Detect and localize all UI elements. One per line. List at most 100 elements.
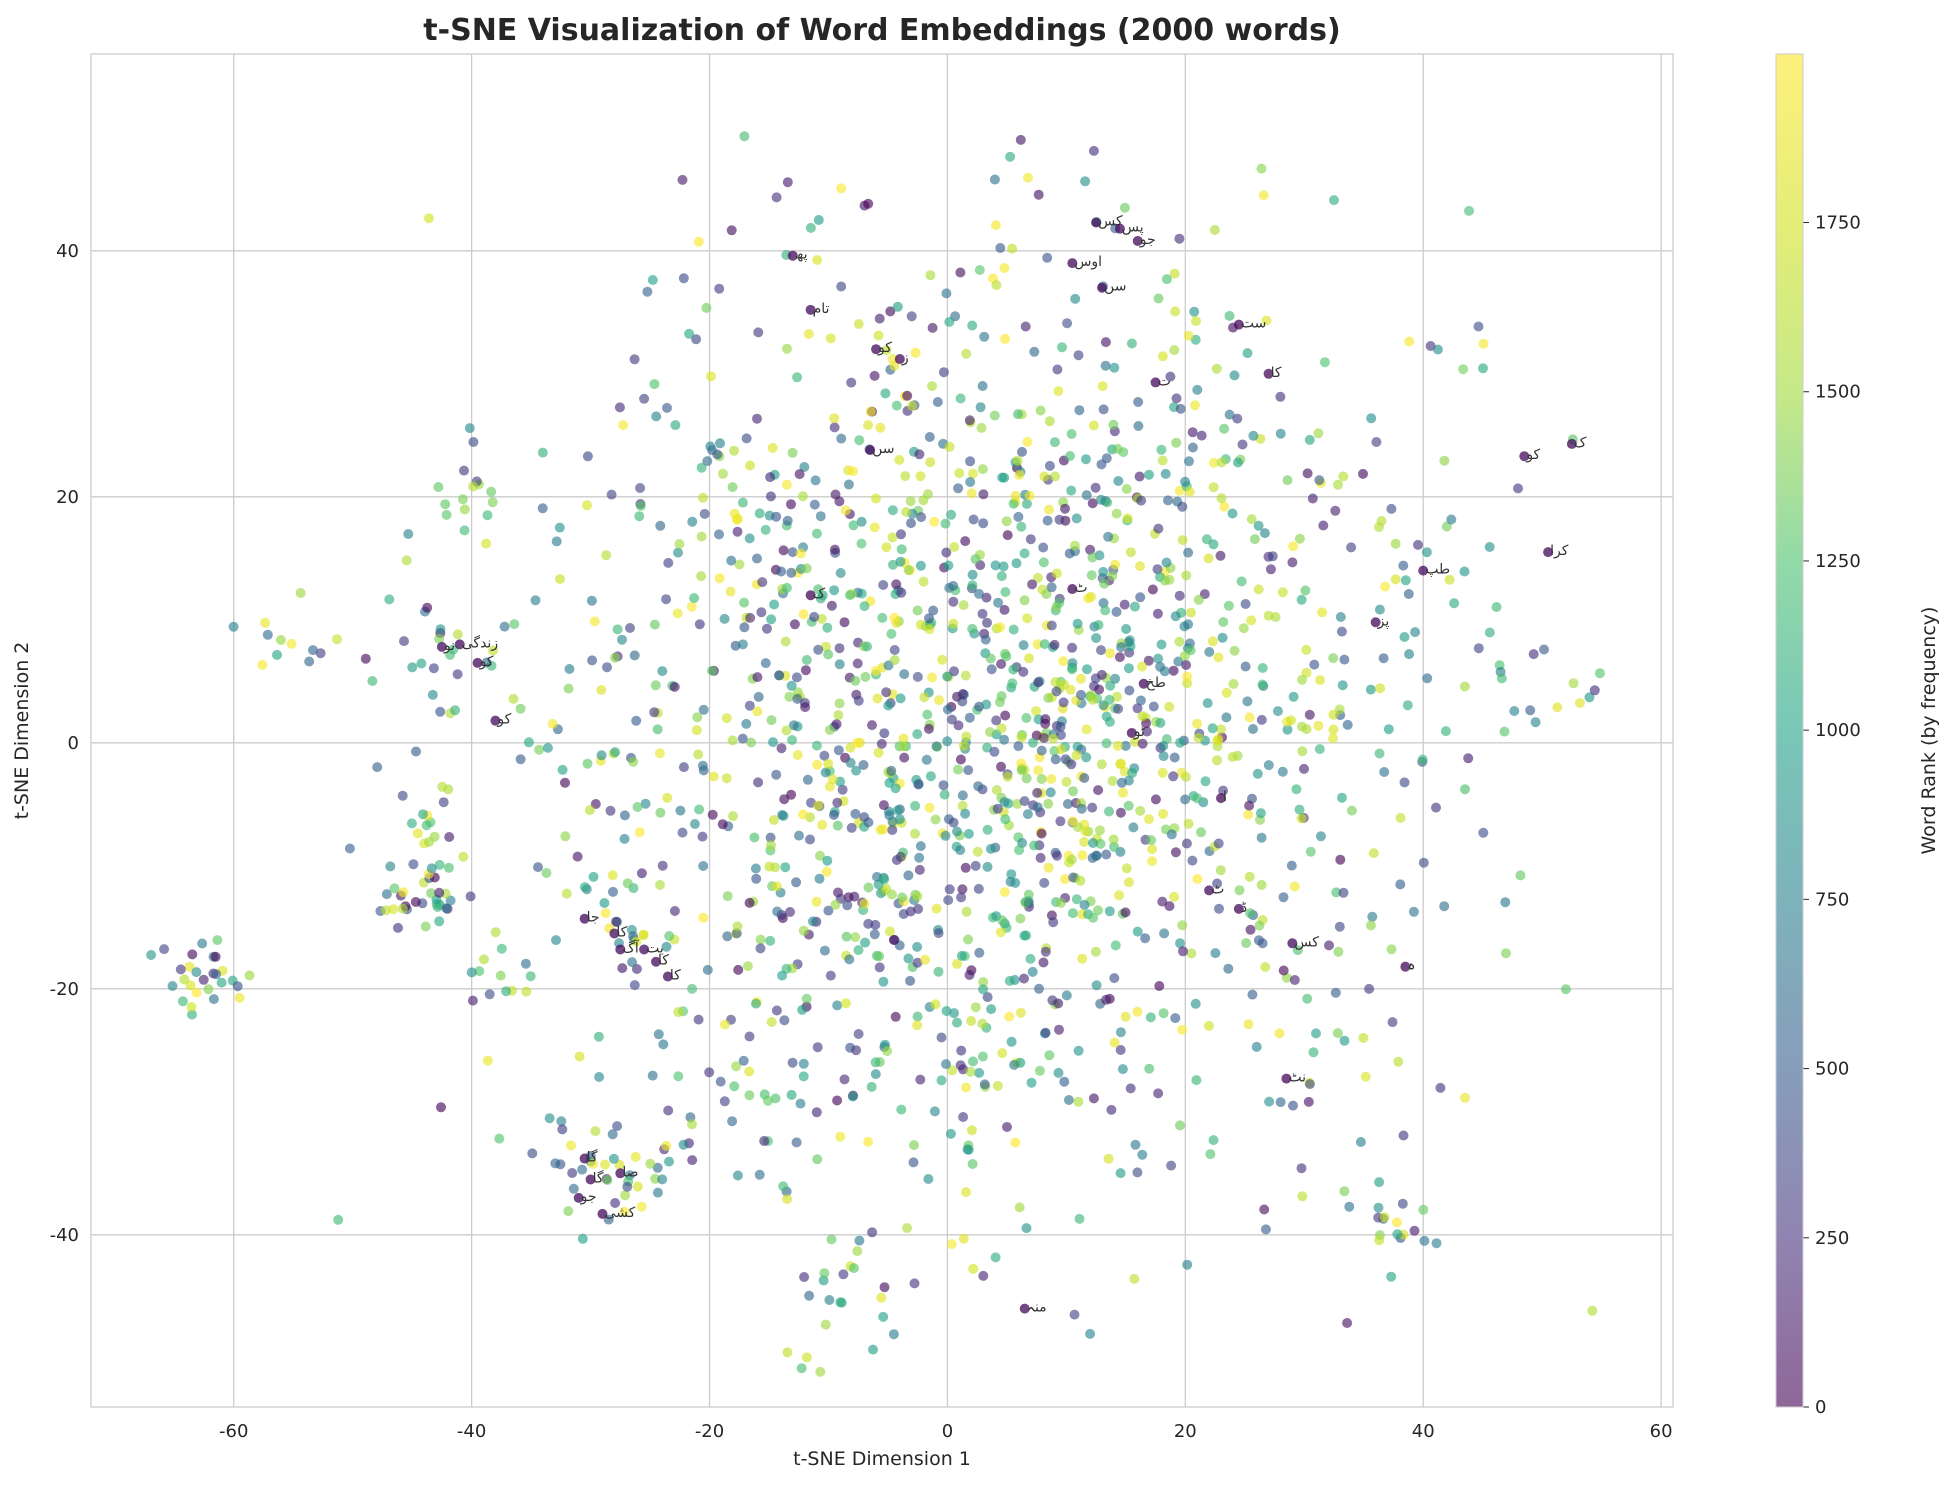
- data-point: [1216, 724, 1226, 735]
- data-point: [756, 607, 767, 618]
- data-point: [385, 861, 396, 872]
- data-point: [1358, 1032, 1369, 1043]
- word-label: کس: [1294, 934, 1319, 950]
- data-point: [755, 943, 766, 954]
- annotated-point: [1150, 377, 1161, 388]
- data-point: [1183, 619, 1194, 630]
- data-point: [768, 815, 779, 825]
- data-point: [996, 723, 1007, 734]
- data-point: [1256, 879, 1267, 890]
- data-point: [868, 1344, 878, 1355]
- data-point: [602, 662, 612, 673]
- data-point: [1392, 1229, 1403, 1240]
- data-point: [465, 891, 476, 902]
- data-point: [440, 499, 451, 510]
- data-point: [939, 789, 950, 800]
- data-point: [1393, 1056, 1404, 1067]
- data-point: [1365, 684, 1376, 695]
- data-point: [1296, 594, 1307, 605]
- data-point: [965, 477, 976, 487]
- annotated-point: [573, 1192, 584, 1203]
- word-label: کا: [670, 968, 681, 984]
- data-point: [1275, 1097, 1286, 1108]
- data-point: [1175, 1120, 1185, 1131]
- data-point: [1574, 698, 1585, 708]
- data-point: [925, 457, 936, 468]
- data-point: [315, 648, 326, 659]
- data-point: [1022, 436, 1033, 447]
- data-point: [1070, 293, 1081, 304]
- data-point: [407, 662, 418, 673]
- data-point: [1101, 849, 1112, 860]
- data-point: [784, 691, 795, 702]
- data-point: [1296, 813, 1307, 824]
- data-point: [610, 1198, 621, 1208]
- data-point: [883, 700, 894, 711]
- data-point: [1066, 759, 1077, 770]
- data-point: [210, 951, 221, 962]
- data-point: [1346, 805, 1357, 816]
- data-point: [1402, 700, 1413, 711]
- word-label: یت: [646, 940, 664, 956]
- data-point: [198, 974, 209, 985]
- data-point: [1140, 933, 1151, 944]
- data-point: [1088, 1093, 1099, 1104]
- data-point: [1568, 678, 1579, 689]
- data-point: [1180, 476, 1191, 487]
- data-point: [1234, 885, 1245, 896]
- data-point: [846, 377, 857, 388]
- data-point: [874, 962, 885, 973]
- data-point: [1058, 697, 1069, 708]
- data-point: [960, 808, 971, 819]
- data-point: [521, 986, 532, 997]
- data-point: [751, 998, 761, 1009]
- data-point: [584, 805, 595, 816]
- data-point: [744, 1031, 755, 1042]
- data-point: [1187, 855, 1198, 866]
- data-point: [1000, 333, 1011, 344]
- data-point: [836, 281, 847, 292]
- data-point: [1444, 574, 1455, 585]
- data-point: [786, 789, 797, 800]
- data-point: [1135, 592, 1146, 603]
- data-point: [1288, 691, 1299, 702]
- data-point: [1190, 998, 1201, 1009]
- data-point: [1011, 558, 1022, 569]
- data-point: [786, 567, 797, 578]
- data-point: [1208, 482, 1219, 493]
- annotated-point: [1067, 584, 1078, 595]
- data-point: [657, 1174, 668, 1185]
- data-point: [782, 515, 793, 526]
- data-point: [1265, 564, 1276, 575]
- data-point: [1478, 827, 1489, 838]
- data-point: [1309, 659, 1320, 670]
- data-point: [1449, 598, 1460, 609]
- data-point: [1007, 243, 1018, 254]
- data-point: [825, 970, 836, 981]
- x-tick-label: -40: [457, 1421, 486, 1442]
- data-point: [590, 1126, 601, 1137]
- data-point: [1247, 989, 1258, 1000]
- data-point: [1191, 316, 1201, 326]
- data-point: [835, 1131, 846, 1142]
- data-point: [1145, 1012, 1156, 1023]
- data-point: [808, 916, 818, 927]
- data-point: [825, 333, 836, 344]
- data-point: [961, 731, 972, 742]
- data-point: [990, 220, 1001, 231]
- data-point: [1070, 540, 1080, 551]
- data-point: [1021, 1223, 1032, 1234]
- data-point: [588, 871, 599, 882]
- data-point: [881, 883, 892, 894]
- data-point: [1067, 664, 1077, 675]
- data-point: [1152, 564, 1163, 575]
- data-point: [1261, 315, 1272, 326]
- data-point: [694, 619, 705, 630]
- data-point: [1158, 751, 1169, 762]
- data-point: [1095, 838, 1106, 849]
- data-point: [1255, 808, 1266, 819]
- data-point: [1034, 1065, 1045, 1076]
- data-point: [702, 964, 713, 975]
- data-point: [652, 724, 663, 735]
- word-label: ٹو: [1133, 724, 1145, 740]
